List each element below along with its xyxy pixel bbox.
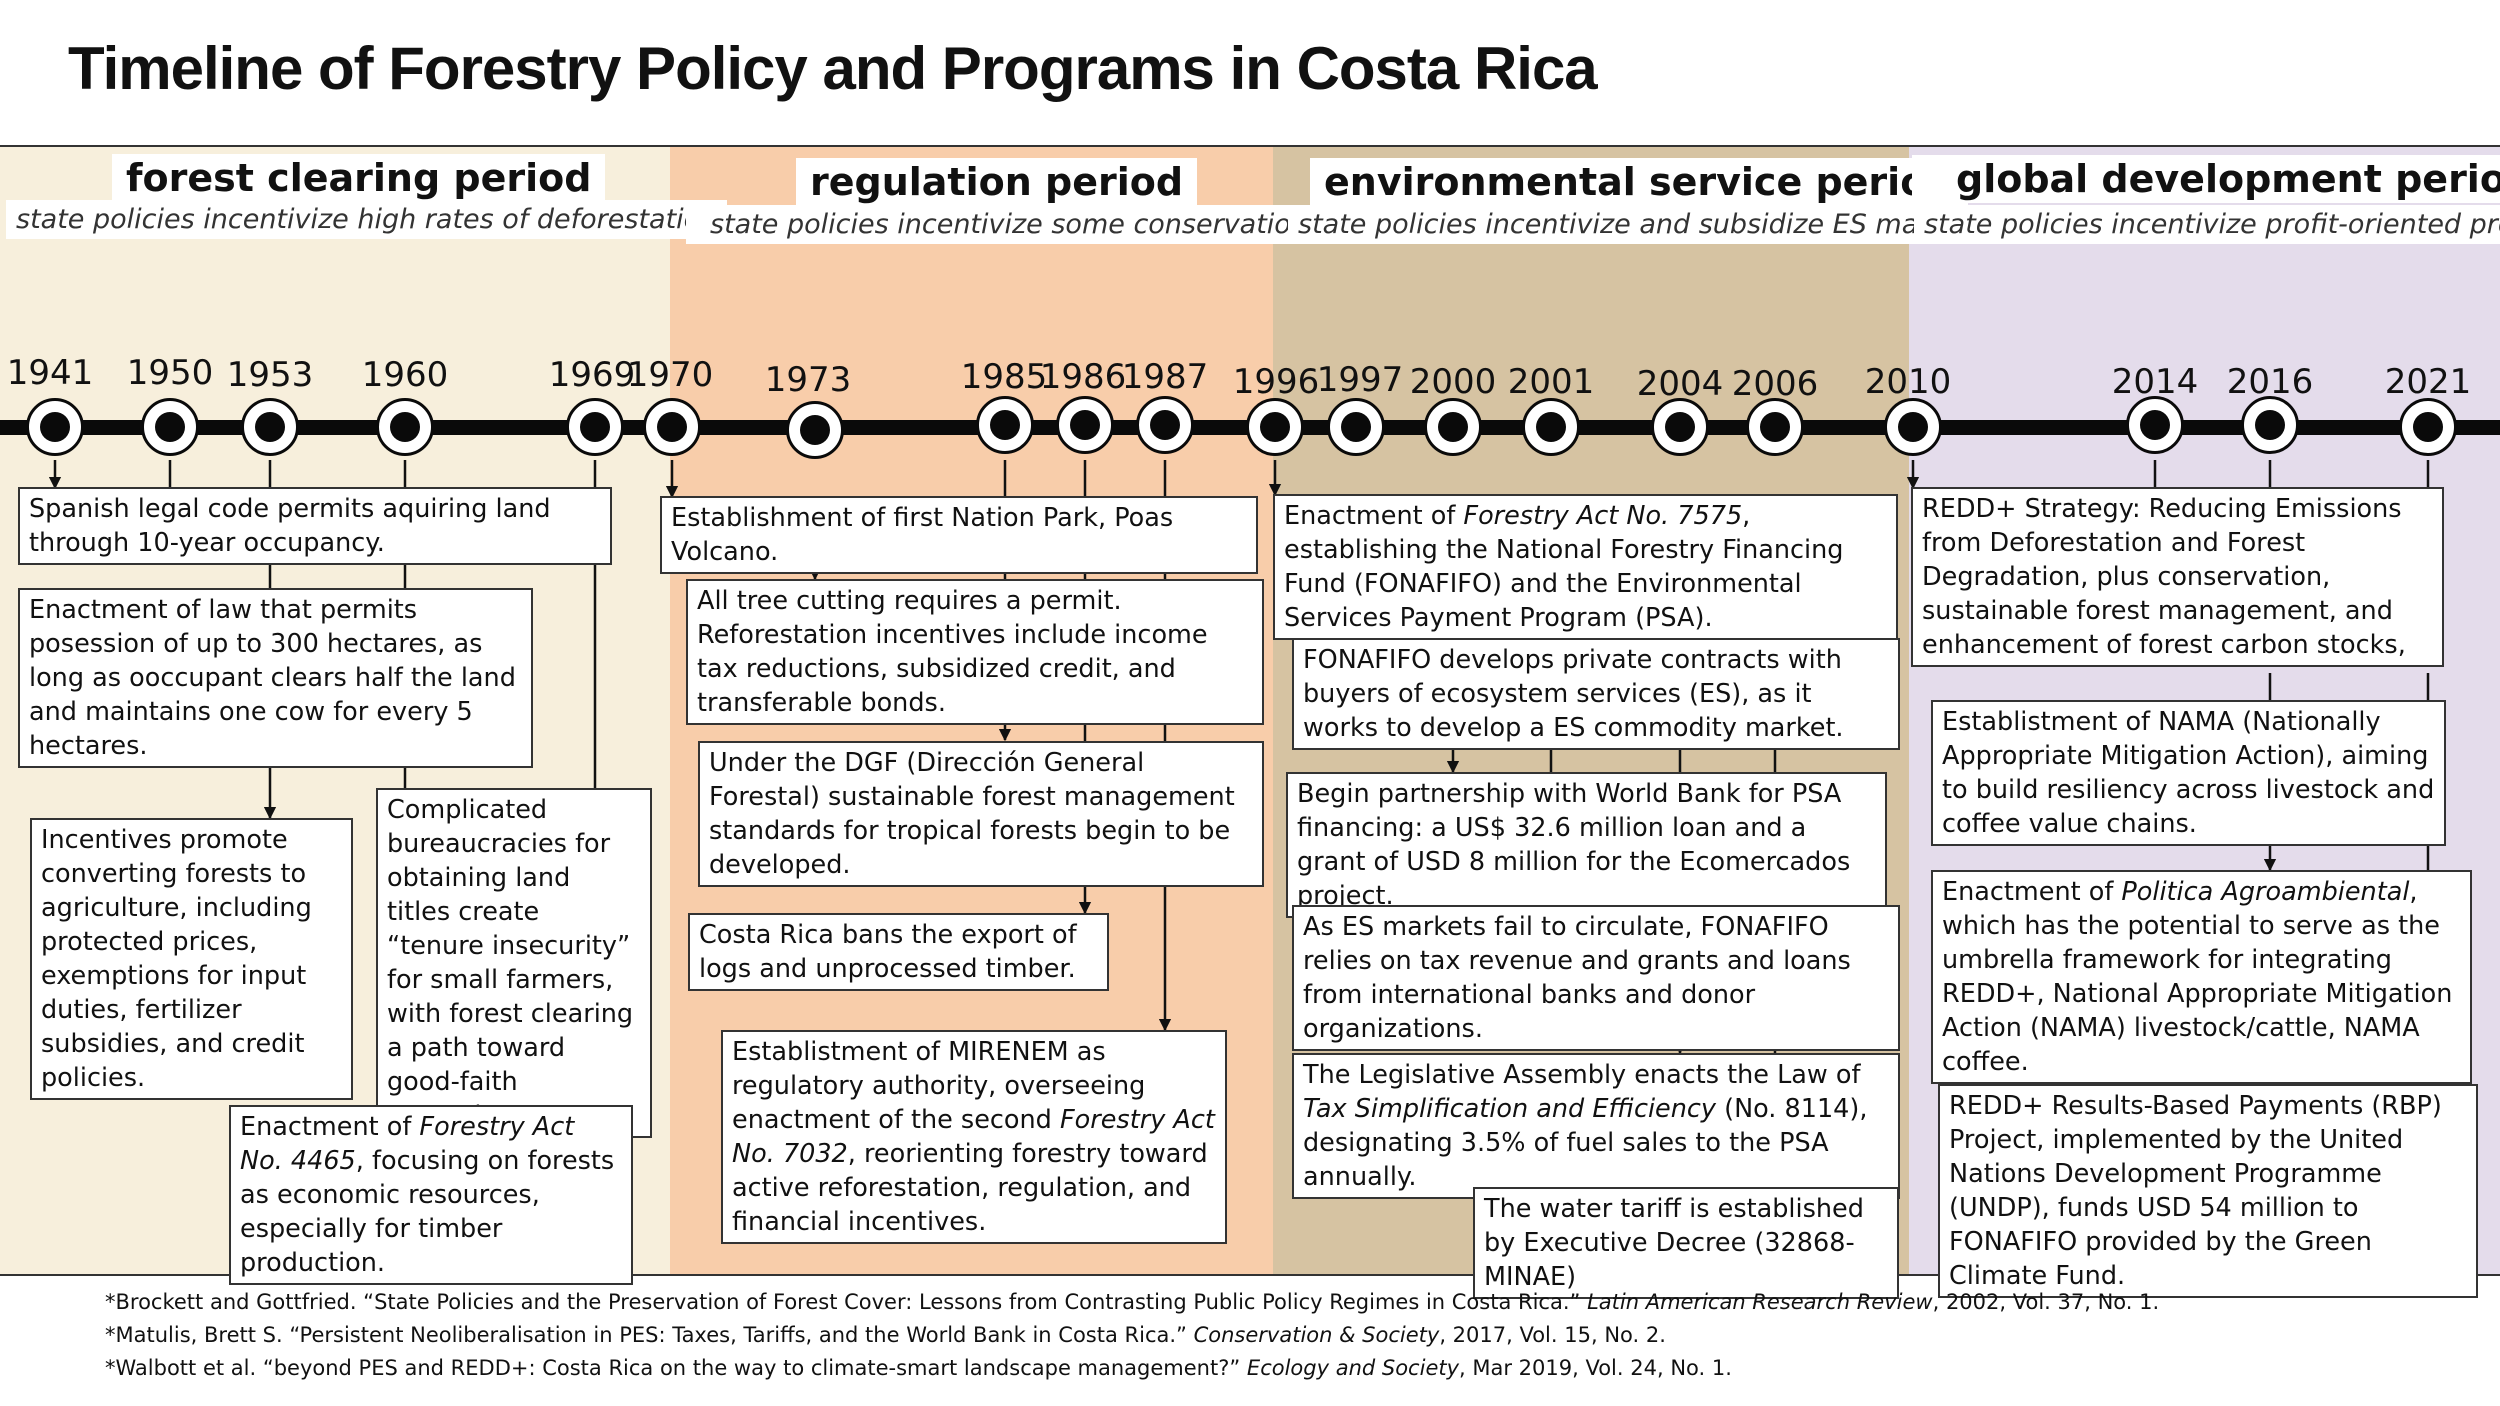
period-subtitle-forest-clearing: state policies incentivize high rates of… (6, 200, 728, 239)
year-marker-2014 (2126, 396, 2184, 454)
event-text: , reorienting forestry toward active ref… (732, 1139, 1208, 1237)
year-label-1997: 1997 (1316, 360, 1404, 400)
event-2001-tax-revenue-reliance: As ES markets fail to circulate, FONAFIF… (1292, 905, 1900, 1051)
event-text: The Legislative Assembly enacts the Law … (1303, 1060, 1861, 1090)
event-text: , focusing on forests as economic resour… (240, 1146, 615, 1278)
year-label-1960: 1960 (361, 355, 449, 395)
event-2004-tax-simplification-law: The Legislative Assembly enacts the Law … (1292, 1053, 1900, 1199)
period-subtitle-environmental-service: state policies incentivize and subsidize… (1288, 205, 1997, 244)
page-title: Timeline of Forestry Policy and Programs… (68, 35, 1598, 102)
year-label-1973: 1973 (764, 360, 852, 400)
year-marker-1997 (1327, 398, 1385, 456)
year-marker-2006 (1746, 398, 1804, 456)
year-marker-1986 (1056, 396, 1114, 454)
year-marker-1953 (241, 398, 299, 456)
bottom-divider (0, 1274, 2500, 1276)
year-label-2000: 2000 (1409, 362, 1497, 402)
year-label-2016: 2016 (2226, 362, 2314, 402)
year-marker-1996 (1246, 398, 1304, 456)
year-marker-1973 (786, 401, 844, 459)
year-label-2010: 2010 (1864, 362, 1952, 402)
year-marker-1985 (976, 396, 1034, 454)
event-text: (No. 8114), designating 3.5% of fuel sal… (1303, 1094, 1868, 1192)
year-marker-2000 (1424, 398, 1482, 456)
period-title-global-development: global development period (1912, 155, 2500, 203)
event-2010-redd-strategy: REDD+ Strategy: Reducing Emissions from … (1911, 487, 2444, 667)
event-1986-export-ban: Costa Rica bans the export of logs and u… (688, 913, 1109, 991)
citation-text: , 2002, Vol. 37, No. 1. (1932, 1290, 2160, 1314)
event-1970-first-national-park: Establishment of first Nation Park, Poas… (660, 496, 1258, 574)
citation-text: *Matulis, Brett S. “Persistent Neolibera… (105, 1323, 1194, 1347)
year-marker-2001 (1522, 398, 1580, 456)
year-label-1996: 1996 (1232, 362, 1320, 402)
law-name: Tax Simplification and Efficiency (1303, 1094, 1717, 1124)
period-title-regulation: regulation period (796, 158, 1198, 206)
year-label-2001: 2001 (1507, 362, 1595, 402)
event-1950-land-posession-law: Enactment of law that permits posession … (18, 588, 533, 768)
event-1941-spanish-legal-code: Spanish legal code permits aquiring land… (18, 487, 612, 565)
event-2000-world-bank-partnership: Begin partnership with World Bank for PS… (1286, 772, 1887, 918)
year-label-1987: 1987 (1121, 357, 1209, 397)
law-name: Forestry Act No. 7032 (732, 1105, 1215, 1169)
citation-text: *Walbott et al. “beyond PES and REDD+: C… (105, 1356, 1247, 1380)
journal-name: Conservation & Society (1193, 1323, 1440, 1347)
footnote-matulis: *Matulis, Brett S. “Persistent Neolibera… (105, 1319, 2159, 1352)
event-text: Establistment of MIRENEM as regulatory a… (732, 1037, 1146, 1135)
event-1960-tenure-insecurity: Complicated bureaucracies for obtaining … (376, 788, 652, 1138)
year-label-2014: 2014 (2111, 362, 2199, 402)
year-label-1953: 1953 (226, 355, 314, 395)
event-text: , which has the potential to serve as th… (1942, 877, 2453, 1077)
year-label-2021: 2021 (2384, 362, 2472, 402)
event-1985-dgf-standards: Under the DGF (Dirección General Foresta… (698, 741, 1264, 887)
event-text: Enactment of (240, 1112, 420, 1142)
footnotes: *Brockett and Gottfried. “State Policies… (105, 1286, 2159, 1385)
period-subtitle-regulation: state policies incentivize some conserva… (686, 205, 1318, 244)
event-2006-water-tariff: The water tariff is established by Execu… (1473, 1187, 1899, 1299)
event-text: Enactment of (1942, 877, 2122, 907)
year-marker-1941 (26, 398, 84, 456)
year-label-2006: 2006 (1731, 364, 1819, 404)
year-marker-1950 (141, 398, 199, 456)
year-marker-2021 (2399, 398, 2457, 456)
year-marker-1960 (376, 398, 434, 456)
year-label-1950: 1950 (126, 353, 214, 393)
journal-name: Ecology and Society (1246, 1356, 1460, 1380)
event-2021-redd-results-based-payments: REDD+ Results-Based Payments (RBP) Proje… (1938, 1084, 2478, 1298)
event-1973-tree-cutting-permit: All tree cutting requires a permit. Refo… (686, 579, 1264, 725)
law-name: Forestry Act No. 4465 (240, 1112, 575, 1176)
footnote-walbott: *Walbott et al. “beyond PES and REDD+: C… (105, 1352, 2159, 1385)
year-label-1985: 1985 (960, 357, 1048, 397)
policy-name: Politica Agroambiental (2121, 877, 2410, 907)
top-divider (0, 145, 2500, 147)
year-marker-2010 (1884, 398, 1942, 456)
year-marker-1987 (1136, 396, 1194, 454)
period-subtitle-global-development: state policies incentivize profit-orient… (1914, 205, 2500, 244)
period-title-forest-clearing: forest clearing period (112, 154, 606, 202)
event-2014-nama: Establistment of NAMA (Nationally Approp… (1931, 700, 2446, 846)
citation-text: , 2017, Vol. 15, No. 2. (1439, 1323, 1666, 1347)
event-1987-mirenem: Establistment of MIRENEM as regulatory a… (721, 1030, 1227, 1244)
year-marker-2004 (1651, 398, 1709, 456)
year-marker-1969 (566, 398, 624, 456)
event-1997-fonafifo-contracts: FONAFIFO develops private contracts with… (1292, 638, 1900, 750)
year-label-1969: 1969 (548, 355, 636, 395)
event-2016-politica-agroambiental: Enactment of Politica Agroambiental, whi… (1931, 870, 2472, 1084)
period-title-environmental-service: environmental service period (1310, 158, 1968, 206)
year-label-1986: 1986 (1039, 357, 1127, 397)
footnote-brockett-gottfried: *Brockett and Gottfried. “State Policies… (105, 1286, 2159, 1319)
year-marker-1970 (643, 398, 701, 456)
event-text: , establishing the National Forestry Fin… (1284, 501, 1844, 633)
year-label-1970: 1970 (626, 355, 714, 395)
event-1996-forestry-act-7575: Enactment of Forestry Act No. 7575, esta… (1273, 494, 1898, 640)
citation-text: , Mar 2019, Vol. 24, No. 1. (1459, 1356, 1732, 1380)
year-marker-2016 (2241, 396, 2299, 454)
year-label-1941: 1941 (6, 353, 94, 393)
journal-name: Latin American Research Review (1587, 1290, 1933, 1314)
year-label-2004: 2004 (1636, 364, 1724, 404)
event-1969-forestry-act-4465: Enactment of Forestry Act No. 4465, focu… (229, 1105, 633, 1285)
citation-text: *Brockett and Gottfried. “State Policies… (105, 1290, 1588, 1314)
event-1953-agriculture-incentives: Incentives promote converting forests to… (30, 818, 353, 1100)
law-name: Forestry Act No. 7575 (1463, 501, 1743, 531)
event-text: Enactment of (1284, 501, 1464, 531)
